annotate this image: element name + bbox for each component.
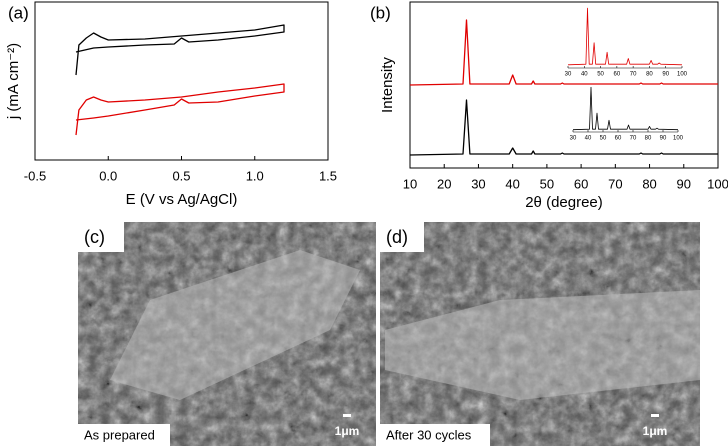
x-tick-label: 20 [437,176,451,191]
series-line [409,99,718,156]
x-tick-label: 0.5 [172,168,190,183]
x-tick-label: 10 [403,176,417,191]
sem-c: (c) As prepared 1μm [78,222,376,446]
series-line [75,83,285,136]
x-tick-label: 0.0 [99,168,117,183]
x-tick-label: 70 [630,136,637,142]
x-tick-label: 60 [615,136,622,142]
y-axis-label: Intensity [379,57,396,113]
sem-d: (d) After 30 cycles 1μm [380,222,700,446]
x-tick-label: 40 [581,72,588,78]
caption: After 30 cycles [386,427,472,442]
x-tick-label: 50 [600,136,607,142]
x-tick-label: -0.5 [24,168,46,183]
x-tick-label: 80 [646,72,653,78]
caption: As prepared [84,427,155,442]
x-tick-label: 80 [642,176,656,191]
x-tick-label: 40 [585,136,592,142]
x-tick-label: 70 [608,176,622,191]
x-tick-label: 90 [662,72,669,78]
x-tick-label: 90 [677,176,691,191]
x-tick-label: 30 [471,176,485,191]
panel-label: (d) [386,227,408,247]
sem-fiber [385,290,700,400]
x-axis-label: 2θ (degree) [525,194,603,211]
label-box [78,222,124,252]
x-tick-label: 100 [707,176,728,191]
panel-label: (a) [8,3,29,22]
x-tick-label: 40 [505,176,519,191]
sem-fiber [110,250,360,400]
x-tick-label: 90 [660,136,667,142]
x-tick-label: 60 [614,72,621,78]
series-line [572,86,679,131]
x-tick-label: 60 [574,176,588,191]
x-tick-label: 70 [630,72,637,78]
y-axis-label: j (mA cm⁻²) [5,43,22,120]
scale-bar [651,414,659,417]
x-tick-label: 1.5 [319,168,337,183]
series-line [75,24,285,76]
panel-label: (c) [84,227,105,247]
caption-box [380,424,490,446]
scale-label: 1μm [335,424,360,438]
panel-label: (b) [370,3,391,22]
caption-box [78,424,170,446]
series-line [567,7,683,66]
x-tick-label: 50 [540,176,554,191]
label-box [380,222,424,252]
x-tick-label: 100 [677,72,688,78]
x-tick-label: 30 [565,72,572,78]
series-line [409,19,718,86]
x-tick-label: 100 [673,136,684,142]
x-tick-label: 50 [597,72,604,78]
x-tick-label: 80 [645,136,652,142]
plot-frame [409,1,719,169]
x-tick-label: 30 [570,136,577,142]
scale-label: 1μm [643,424,668,438]
x-tick-label: 1.0 [246,168,264,183]
scale-bar [343,414,351,417]
x-axis-label: E (V vs Ag/AgCl) [126,191,238,208]
